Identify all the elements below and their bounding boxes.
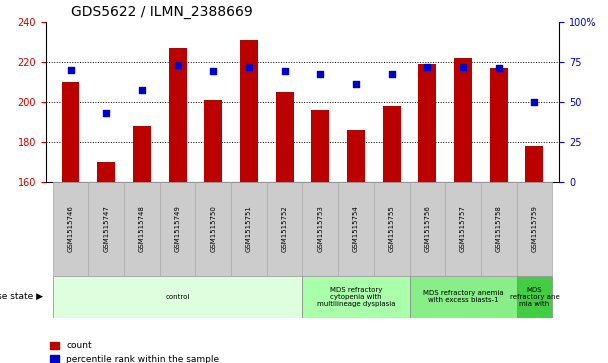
Text: GDS5622 / ILMN_2388669: GDS5622 / ILMN_2388669	[71, 5, 253, 19]
Bar	[195, 182, 231, 276]
Point	[458, 64, 468, 69]
Bar	[88, 182, 124, 276]
Bar	[374, 182, 410, 276]
Bar	[97, 162, 115, 182]
Bar	[311, 110, 330, 182]
Point	[351, 81, 361, 87]
Bar	[240, 40, 258, 182]
Point	[244, 64, 254, 69]
Bar	[168, 48, 187, 182]
Bar	[61, 82, 80, 182]
Bar	[231, 182, 267, 276]
Point	[66, 67, 75, 73]
Bar	[303, 182, 338, 276]
Text: disease state ▶: disease state ▶	[0, 292, 43, 301]
Bar	[53, 276, 303, 318]
Point	[530, 99, 539, 105]
Text: control: control	[165, 294, 190, 300]
Point	[387, 72, 396, 77]
Legend: count, percentile rank within the sample: count, percentile rank within the sample	[50, 342, 219, 363]
Bar	[303, 276, 410, 318]
Text: GSM1515759: GSM1515759	[531, 205, 537, 252]
Text: GSM1515753: GSM1515753	[317, 205, 323, 252]
Bar	[133, 126, 151, 182]
Text: GSM1515755: GSM1515755	[389, 205, 395, 252]
Bar	[347, 130, 365, 182]
Text: GSM1515752: GSM1515752	[282, 205, 288, 252]
Text: MDS refractory anemia
with excess blasts-1: MDS refractory anemia with excess blasts…	[423, 290, 503, 303]
Bar	[418, 64, 437, 182]
Point	[137, 87, 147, 93]
Bar	[53, 182, 88, 276]
Point	[173, 62, 182, 68]
Bar	[517, 182, 552, 276]
Point	[494, 65, 503, 71]
Bar	[445, 182, 481, 276]
Bar	[275, 92, 294, 182]
Point	[423, 64, 432, 69]
Point	[280, 68, 289, 74]
Bar	[481, 182, 517, 276]
Point	[209, 68, 218, 74]
Text: GSM1515750: GSM1515750	[210, 205, 216, 252]
Point	[102, 110, 111, 116]
Text: GSM1515749: GSM1515749	[174, 205, 181, 252]
Bar	[525, 146, 544, 182]
Text: GSM1515748: GSM1515748	[139, 205, 145, 252]
Bar	[410, 276, 517, 318]
Text: GSM1515751: GSM1515751	[246, 205, 252, 252]
Text: GSM1515754: GSM1515754	[353, 205, 359, 252]
Bar	[517, 276, 552, 318]
Bar	[383, 106, 401, 182]
Bar	[124, 182, 160, 276]
Text: GSM1515756: GSM1515756	[424, 205, 430, 252]
Bar	[267, 182, 303, 276]
Text: GSM1515747: GSM1515747	[103, 205, 109, 252]
Bar	[338, 182, 374, 276]
Text: GSM1515758: GSM1515758	[496, 205, 502, 252]
Bar	[454, 58, 472, 182]
Text: GSM1515757: GSM1515757	[460, 205, 466, 252]
Bar	[490, 68, 508, 182]
Text: MDS refractory
cytopenia with
multilineage dysplasia: MDS refractory cytopenia with multilinea…	[317, 287, 395, 307]
Bar	[160, 182, 195, 276]
Bar	[410, 182, 445, 276]
Bar	[204, 100, 222, 182]
Text: MDS
refractory ane
mia with: MDS refractory ane mia with	[510, 287, 559, 307]
Text: GSM1515746: GSM1515746	[67, 205, 74, 252]
Point	[316, 72, 325, 77]
